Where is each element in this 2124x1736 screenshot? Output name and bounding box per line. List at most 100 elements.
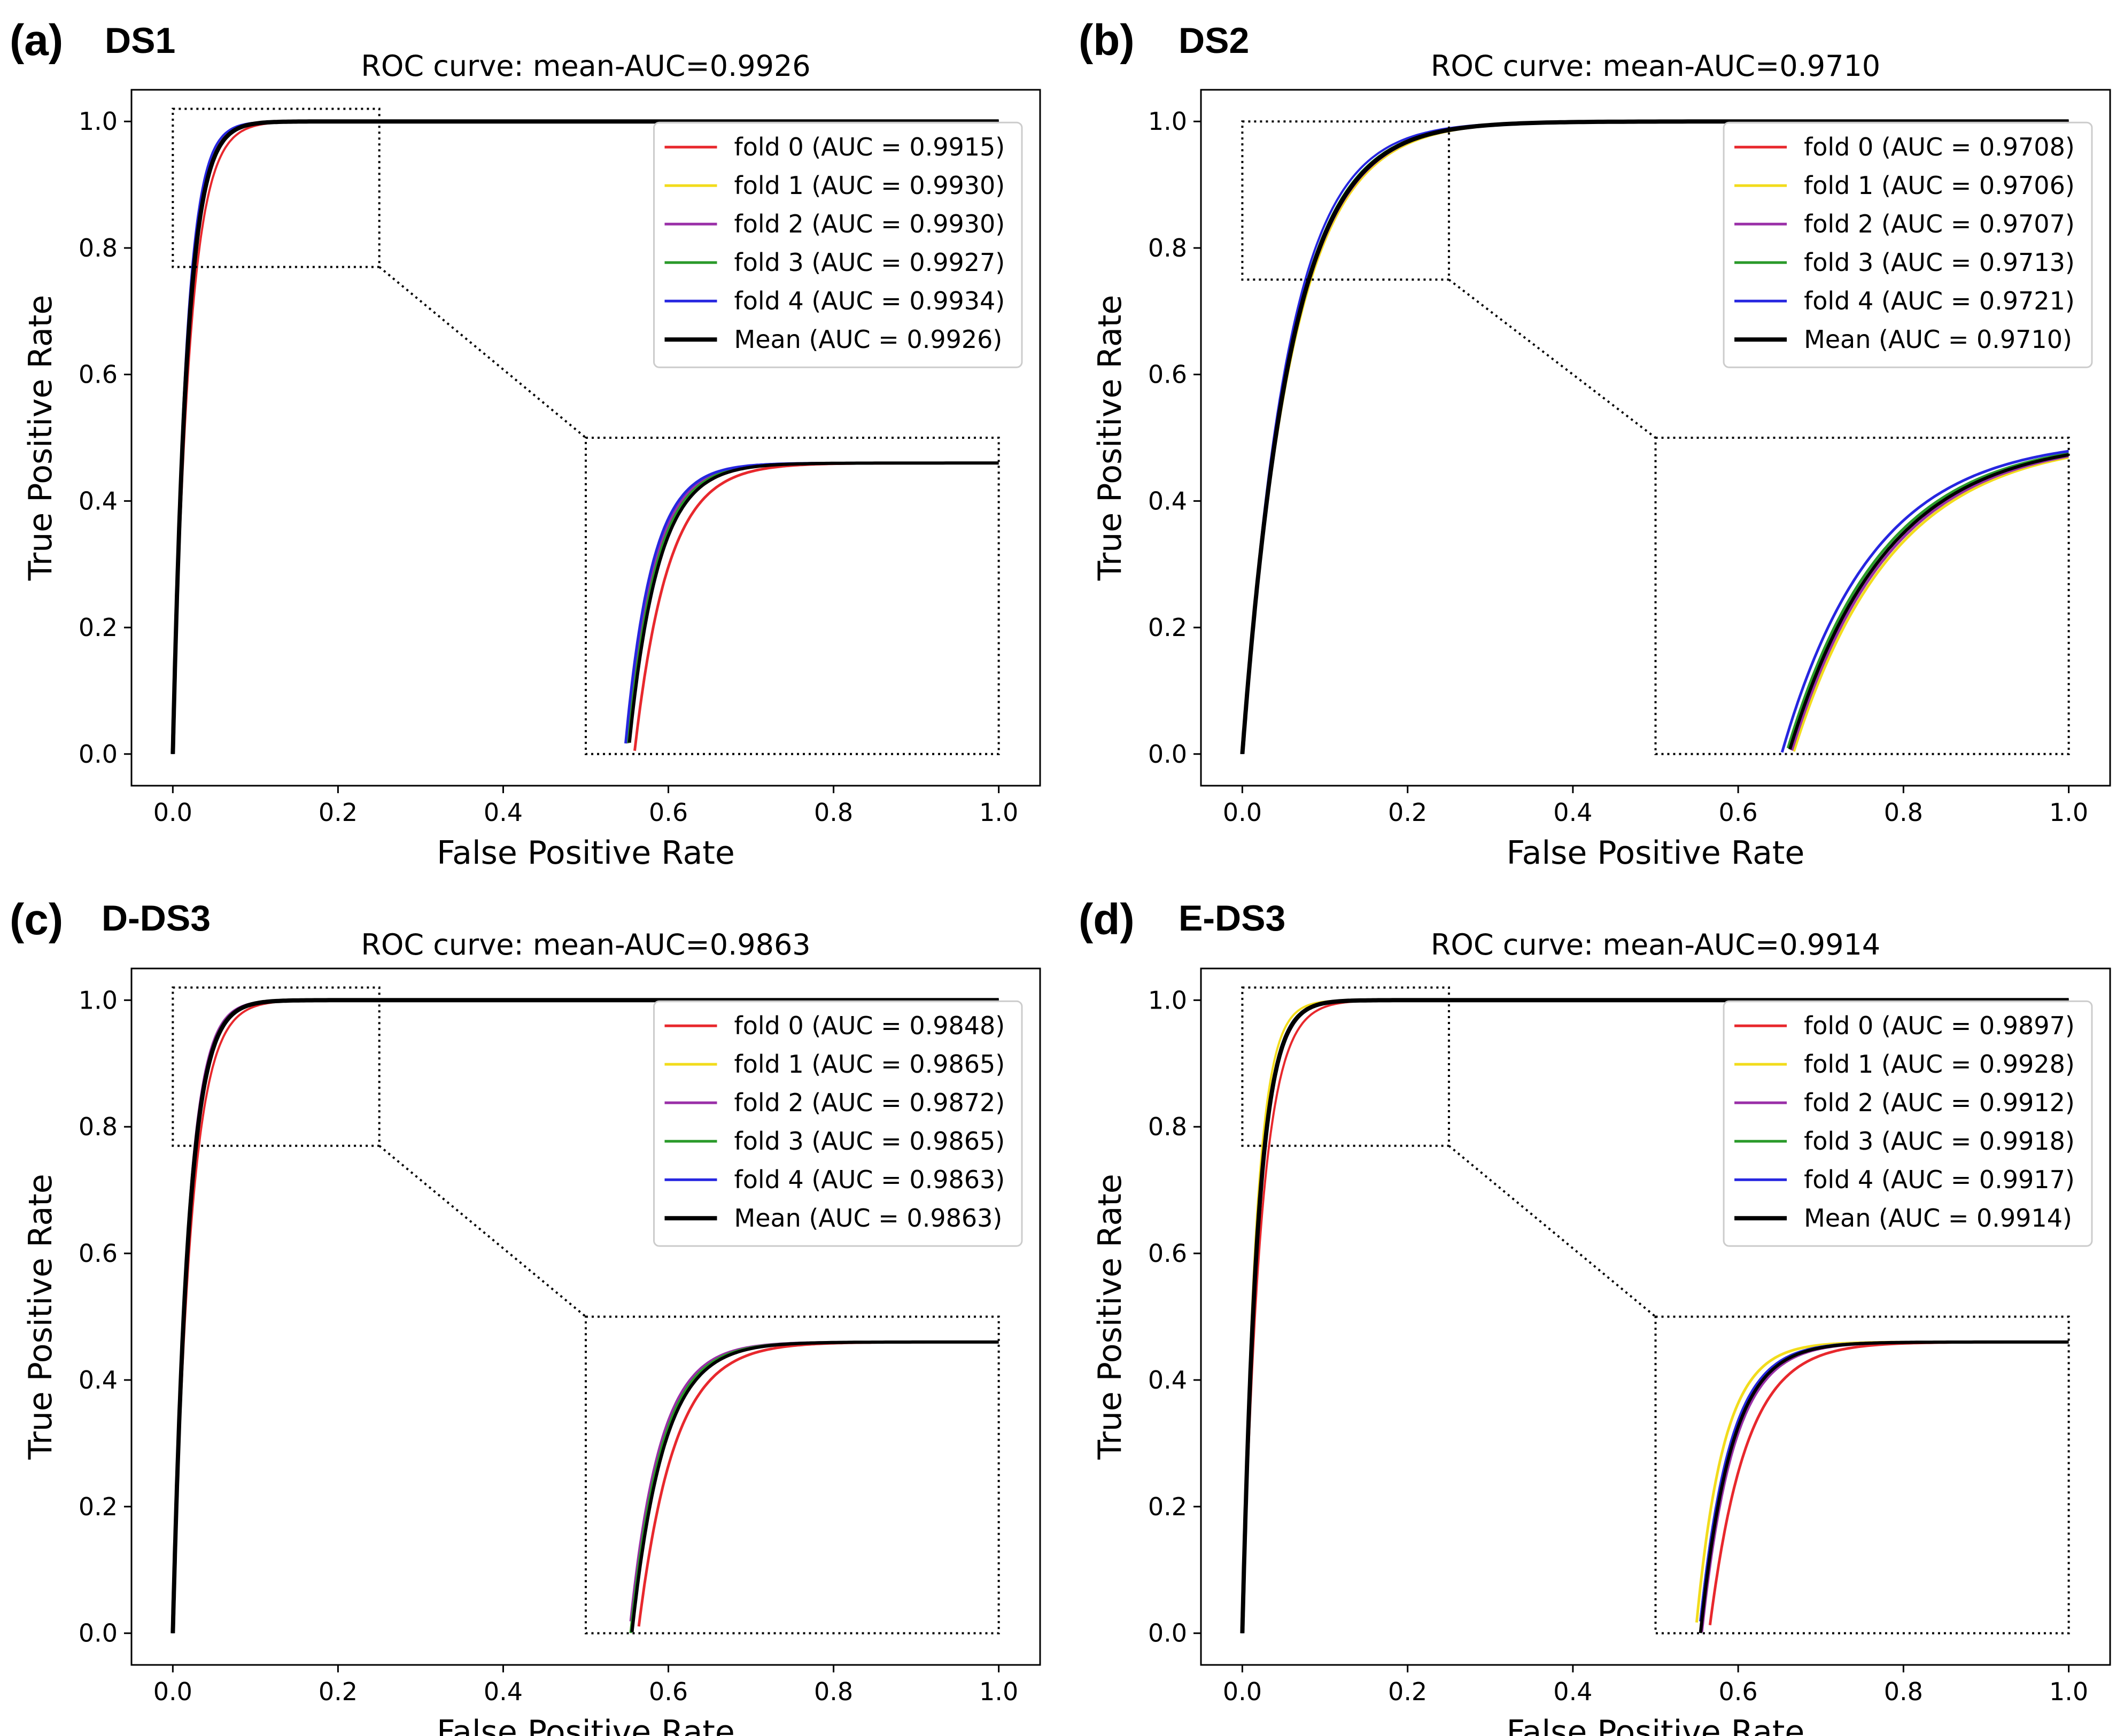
legend-label: fold 0 (AUC = 0.9708) xyxy=(1804,133,2075,161)
x-tick-label: 1.0 xyxy=(979,798,1018,827)
y-tick-label: 0.4 xyxy=(1148,1366,1187,1394)
y-tick-label: 0.8 xyxy=(79,234,118,262)
inset-curves xyxy=(1695,1340,2069,1633)
legend-label: fold 1 (AUC = 0.9865) xyxy=(734,1050,1005,1079)
y-tick-label: 0.2 xyxy=(79,613,118,642)
y-axis-label: True Positive Rate xyxy=(22,1174,59,1460)
main-curves xyxy=(170,998,999,1636)
x-tick-label: 1.0 xyxy=(2049,1677,2088,1706)
legend: fold 0 (AUC = 0.9897) fold 1 (AUC = 0.992… xyxy=(1723,1000,2093,1247)
y-tick-label: 1.0 xyxy=(1148,986,1187,1014)
x-axis-label: False Positive Rate xyxy=(437,1714,735,1736)
legend-label: fold 0 (AUC = 0.9848) xyxy=(734,1011,1005,1040)
roc-curve-Mean xyxy=(170,119,999,756)
x-tick-label: 1.0 xyxy=(979,1677,1018,1706)
y-tick-label: 0.8 xyxy=(1148,234,1187,262)
x-axis-label: False Positive Rate xyxy=(437,834,735,872)
legend-label: fold 3 (AUC = 0.9927) xyxy=(734,248,1005,277)
main-curves xyxy=(1240,998,2069,1636)
legend-label: fold 1 (AUC = 0.9930) xyxy=(734,171,1005,200)
legend-label: Mean (AUC = 0.9914) xyxy=(1804,1204,2072,1233)
y-tick-label: 1.0 xyxy=(79,107,118,136)
main-curves xyxy=(170,119,999,756)
legend-label: fold 2 (AUC = 0.9707) xyxy=(1804,210,2075,238)
x-tick-label: 0.8 xyxy=(1884,1677,1923,1706)
inset-curves xyxy=(624,461,999,751)
main-curves xyxy=(1240,119,2069,756)
legend-label: Mean (AUC = 0.9710) xyxy=(1804,325,2072,354)
x-tick-label: 0.6 xyxy=(1719,798,1758,827)
inset-curve-fold-3 xyxy=(1786,452,2069,749)
axes-frame xyxy=(130,89,1041,787)
x-tick-label: 0.0 xyxy=(153,798,192,827)
y-axis-label: True Positive Rate xyxy=(1091,1174,1129,1460)
x-tick-label: 0.4 xyxy=(1553,1677,1592,1706)
x-tick-label: 0.8 xyxy=(814,1677,853,1706)
legend-box xyxy=(1723,1000,2093,1247)
zoom-inset-rect xyxy=(585,437,1000,755)
x-tick-label: 0.2 xyxy=(319,1677,358,1706)
legend-box xyxy=(653,1000,1023,1247)
chart-panel-2: ROC curve: mean-AUC=0.9710 0.0 0.2 0.4 0.6 0.… xyxy=(1091,49,2111,872)
chart-title: ROC curve: mean-AUC=0.9914 xyxy=(1431,928,1880,962)
legend-box xyxy=(1723,121,2093,368)
x-axis-label: False Positive Rate xyxy=(1507,834,1805,872)
y-tick-label: 0.8 xyxy=(79,1112,118,1141)
panel-letter-c: (c) xyxy=(10,895,64,944)
panel-letter-d: (d) xyxy=(1079,895,1135,944)
inset-curve-fold-2 xyxy=(1790,454,2069,751)
inset-curve-Mean xyxy=(1788,453,2069,750)
y-tick-label: 0.8 xyxy=(1148,1112,1187,1141)
y-tick-label: 0.0 xyxy=(79,740,118,769)
y-tick-label: 0.0 xyxy=(1148,740,1187,769)
inset-curves xyxy=(629,1340,999,1633)
x-tick-label: 1.0 xyxy=(2049,798,2088,827)
legend-label: fold 0 (AUC = 0.9915) xyxy=(734,133,1005,161)
x-tick-label: 0.6 xyxy=(1719,1677,1758,1706)
zoom-connector-line xyxy=(378,1145,587,1318)
x-tick-label: 0.4 xyxy=(484,1677,523,1706)
inset-curve-Mean xyxy=(630,1340,999,1632)
legend: fold 0 (AUC = 0.9848) fold 1 (AUC = 0.986… xyxy=(653,1000,1023,1247)
y-tick-label: 0.2 xyxy=(1148,613,1187,642)
roc-curve-Mean xyxy=(170,998,999,1636)
chart-title: ROC curve: mean-AUC=0.9863 xyxy=(361,928,810,962)
y-tick-label: 0.4 xyxy=(79,486,118,515)
zoom-connector-line xyxy=(1448,278,1656,439)
legend-label: fold 4 (AUC = 0.9917) xyxy=(1804,1165,2075,1194)
x-tick-label: 0.8 xyxy=(814,798,853,827)
legend-label: fold 3 (AUC = 0.9713) xyxy=(1804,248,2075,277)
y-tick-label: 0.0 xyxy=(1148,1619,1187,1648)
x-tick-label: 0.4 xyxy=(1553,798,1592,827)
y-tick-label: 0.6 xyxy=(79,1239,118,1268)
chart-panel-3: ROC curve: mean-AUC=0.9863 0.0 0.2 0.4 0.6 0.… xyxy=(22,928,1041,1736)
legend-label: fold 1 (AUC = 0.9706) xyxy=(1804,171,2075,200)
axes-frame xyxy=(1200,967,2111,1666)
panel-letter-a: (a) xyxy=(10,16,64,65)
legend-label: fold 3 (AUC = 0.9865) xyxy=(734,1127,1005,1156)
y-tick-label: 0.4 xyxy=(79,1366,118,1394)
panel-letter-b: (b) xyxy=(1079,16,1135,65)
x-tick-label: 0.0 xyxy=(1223,798,1262,827)
x-tick-label: 0.6 xyxy=(649,798,688,827)
y-tick-label: 0.6 xyxy=(1148,360,1187,389)
panel-name-b: DS2 xyxy=(1179,20,1250,61)
panel-name-a: DS1 xyxy=(105,20,176,61)
x-tick-label: 0.2 xyxy=(1388,1677,1427,1706)
y-tick-label: 0.0 xyxy=(79,1619,118,1648)
y-tick-label: 0.6 xyxy=(1148,1239,1187,1268)
axes-frame xyxy=(130,967,1041,1666)
legend-label: fold 4 (AUC = 0.9863) xyxy=(734,1165,1005,1194)
y-axis-label: True Positive Rate xyxy=(22,295,59,581)
x-tick-label: 0.8 xyxy=(1884,798,1923,827)
legend-label: fold 2 (AUC = 0.9872) xyxy=(734,1088,1005,1117)
panel-name-c: D-DS3 xyxy=(102,898,211,939)
y-tick-label: 0.2 xyxy=(79,1492,118,1521)
x-axis-label: False Positive Rate xyxy=(1507,1714,1805,1736)
legend-box xyxy=(653,121,1023,368)
legend-label: fold 2 (AUC = 0.9930) xyxy=(734,210,1005,238)
y-tick-label: 1.0 xyxy=(79,986,118,1014)
x-tick-label: 0.4 xyxy=(484,798,523,827)
